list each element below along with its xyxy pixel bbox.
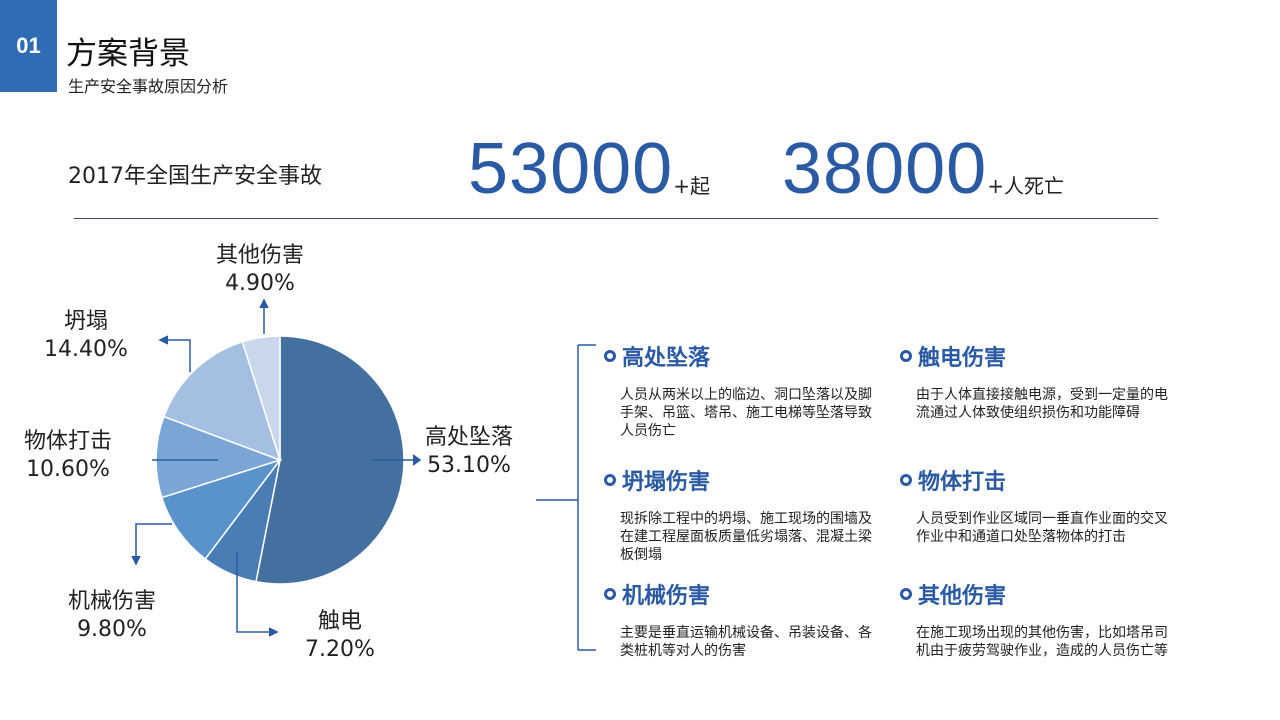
slice-name: 触电 bbox=[317, 609, 362, 634]
cause-title-text: 坍塌伤害 bbox=[622, 470, 711, 495]
label-chudian: 触电 7.20% bbox=[305, 608, 375, 664]
slice-value: 7.20% bbox=[305, 637, 375, 662]
accidents-unit: +起 bbox=[673, 174, 710, 198]
slice-value: 14.40% bbox=[44, 337, 128, 362]
slice-name: 其他伤害 bbox=[216, 243, 305, 268]
cause-title: 坍塌伤害 bbox=[604, 464, 882, 496]
label-gaochu: 高处坠落 53.10% bbox=[425, 424, 513, 480]
pie-slice bbox=[241, 335, 281, 461]
stat-label: 2017年全国生产安全事故 bbox=[68, 164, 322, 189]
cause-title: 触电伤害 bbox=[900, 340, 1178, 372]
cause-description: 人员受到作业区域同一垂直作业面的交叉作业中和通道口处坠落物体的打击 bbox=[916, 511, 1168, 545]
cause-section: 触电伤害 由于人体直接接触电源，受到一定量的电流通过人体致使组织损伤和功能障碍 bbox=[900, 340, 1178, 422]
cause-description: 现拆除工程中的坍塌、施工现场的围墙及在建工程屋面板质量低劣塌落、混凝土梁板倒塌 bbox=[620, 511, 872, 563]
cause-section: 机械伤害 主要是垂直运输机械设备、吊装设备、各类桩机等对人的伤害 bbox=[604, 578, 882, 660]
slice-value: 4.90% bbox=[225, 271, 295, 296]
cause-title-text: 其他伤害 bbox=[918, 584, 1007, 609]
accidents-stat: 53000+起 bbox=[468, 128, 710, 210]
slice-value: 9.80% bbox=[77, 617, 147, 642]
cause-title-text: 物体打击 bbox=[918, 470, 1007, 495]
cause-section: 高处坠落 人员从两米以上的临边、洞口坠落以及脚手架、吊篮、塔吊、施工电梯等坠落导… bbox=[604, 340, 882, 440]
divider bbox=[74, 218, 1158, 219]
slice-name: 机械伤害 bbox=[68, 589, 157, 614]
slice-name: 物体打击 bbox=[24, 429, 113, 454]
label-wuti: 物体打击 10.60% bbox=[24, 428, 112, 484]
section-number-badge: 01 bbox=[0, 0, 57, 92]
page-subtitle: 生产安全事故原因分析 bbox=[68, 77, 229, 96]
bullet-icon bbox=[900, 350, 912, 362]
cause-section: 坍塌伤害 现拆除工程中的坍塌、施工现场的围墙及在建工程屋面板质量低劣塌落、混凝土… bbox=[604, 464, 882, 564]
deaths-unit: +人死亡 bbox=[987, 174, 1064, 198]
cause-section: 其他伤害 在施工现场出现的其他伤害，比如塔吊司机由于疲劳驾驶作业，造成的人员伤亡… bbox=[900, 578, 1178, 660]
pie-slice bbox=[155, 415, 283, 499]
pie-slice bbox=[255, 335, 405, 585]
cause-title: 物体打击 bbox=[900, 464, 1178, 496]
cause-title: 机械伤害 bbox=[604, 578, 882, 610]
label-tanta: 坍塌 14.40% bbox=[44, 308, 128, 364]
label-qita: 其他伤害 4.90% bbox=[216, 242, 304, 298]
cause-description: 在施工现场出现的其他伤害，比如塔吊司机由于疲劳驾驶作业，造成的人员伤亡等 bbox=[916, 625, 1168, 659]
slice-name: 坍塌 bbox=[63, 309, 108, 334]
pie-slice bbox=[160, 458, 283, 560]
label-jixie: 机械伤害 9.80% bbox=[68, 588, 156, 644]
slice-value: 53.10% bbox=[427, 453, 511, 478]
bullet-icon bbox=[604, 474, 616, 486]
deaths-number: 38000 bbox=[782, 129, 988, 209]
cause-title-text: 高处坠落 bbox=[622, 346, 711, 371]
bullet-icon bbox=[900, 588, 912, 600]
slice-value: 10.60% bbox=[26, 457, 110, 482]
cause-section: 物体打击 人员受到作业区域同一垂直作业面的交叉作业中和通道口处坠落物体的打击 bbox=[900, 464, 1178, 546]
cause-title-text: 机械伤害 bbox=[622, 584, 711, 609]
bullet-icon bbox=[604, 350, 616, 362]
bullet-icon bbox=[900, 474, 912, 486]
cause-title-text: 触电伤害 bbox=[918, 346, 1007, 371]
slice-name: 高处坠落 bbox=[425, 425, 514, 450]
cause-description: 人员从两米以上的临边、洞口坠落以及脚手架、吊篮、塔吊、施工电梯等坠落导致人员伤亡 bbox=[620, 387, 872, 439]
cause-description: 主要是垂直运输机械设备、吊装设备、各类桩机等对人的伤害 bbox=[620, 625, 872, 659]
cause-title: 其他伤害 bbox=[900, 578, 1178, 610]
bullet-icon bbox=[604, 588, 616, 600]
cause-title: 高处坠落 bbox=[604, 340, 882, 372]
deaths-stat: 38000+人死亡 bbox=[782, 128, 1064, 210]
cause-description: 由于人体直接接触电源，受到一定量的电流通过人体致使组织损伤和功能障碍 bbox=[916, 387, 1168, 421]
pie-slice bbox=[162, 340, 282, 462]
accidents-number: 53000 bbox=[468, 129, 674, 209]
leader-lines bbox=[131, 298, 596, 651]
page-title: 方案背景 bbox=[66, 36, 190, 72]
